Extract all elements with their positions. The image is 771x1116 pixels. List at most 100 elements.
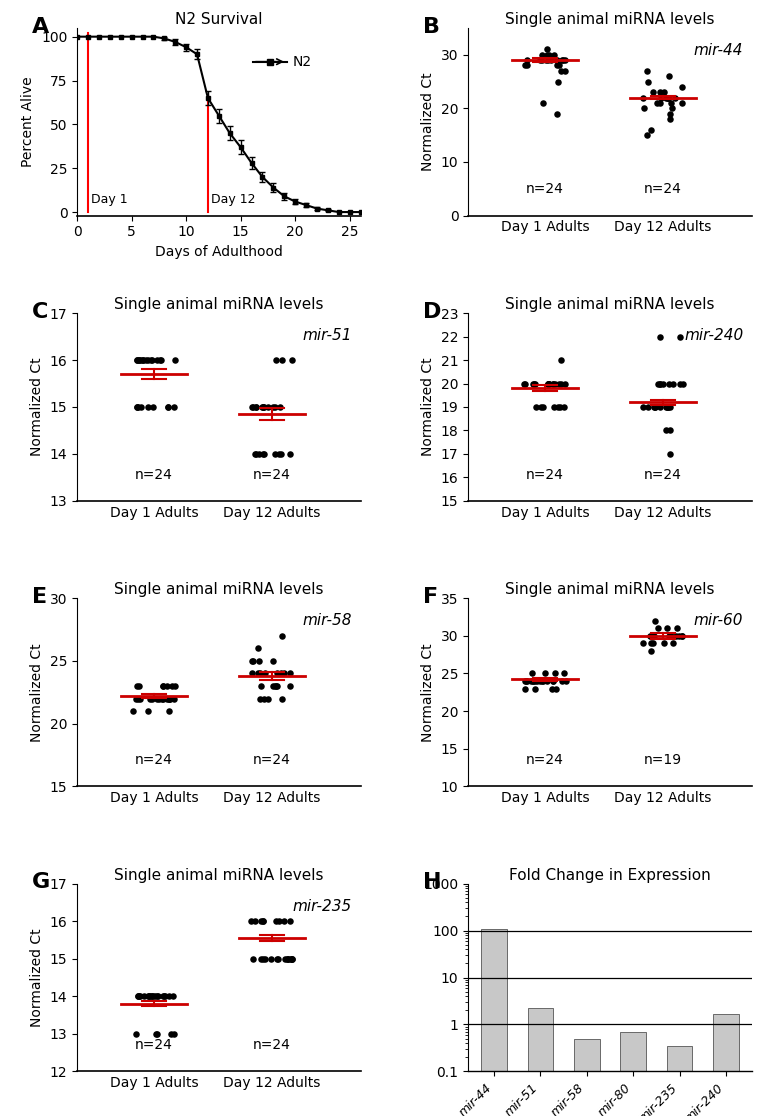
Point xyxy=(127,702,140,720)
Point xyxy=(167,1024,180,1042)
Point xyxy=(518,680,530,698)
Y-axis label: Normalized Ct: Normalized Ct xyxy=(30,358,44,456)
Point xyxy=(549,375,561,393)
Point xyxy=(257,445,269,463)
Text: mir-60: mir-60 xyxy=(694,614,743,628)
Point xyxy=(275,445,288,463)
Point xyxy=(130,690,142,708)
Point xyxy=(661,619,673,637)
Point xyxy=(521,57,534,75)
Text: mir-51: mir-51 xyxy=(302,328,352,344)
Point xyxy=(547,672,559,690)
Point xyxy=(651,94,663,112)
Point xyxy=(166,677,178,695)
Point xyxy=(662,88,675,106)
Point xyxy=(520,672,533,690)
Text: mir-240: mir-240 xyxy=(684,328,743,344)
Text: n=24: n=24 xyxy=(526,182,564,196)
Point xyxy=(254,950,267,968)
Title: Single animal miRNA levels: Single animal miRNA levels xyxy=(505,297,715,312)
Title: N2 Survival: N2 Survival xyxy=(175,12,263,27)
Text: D: D xyxy=(423,302,441,321)
Point xyxy=(657,375,669,393)
Point xyxy=(150,988,163,1006)
Point xyxy=(548,46,561,64)
Point xyxy=(284,677,297,695)
Point xyxy=(537,672,549,690)
Point xyxy=(270,912,282,930)
Point xyxy=(655,94,667,112)
Point xyxy=(167,988,179,1006)
Title: Single animal miRNA levels: Single animal miRNA levels xyxy=(114,297,324,312)
Point xyxy=(249,912,261,930)
Point xyxy=(254,690,266,708)
Point xyxy=(661,398,673,416)
Point xyxy=(157,988,170,1006)
Point xyxy=(269,445,281,463)
Point xyxy=(542,375,554,393)
Text: Day 12: Day 12 xyxy=(211,193,256,206)
Point xyxy=(662,398,675,416)
Point xyxy=(662,398,674,416)
Point xyxy=(665,627,677,645)
Point xyxy=(556,672,568,690)
Point xyxy=(551,73,564,90)
Point xyxy=(281,950,294,968)
Y-axis label: Normalized Ct: Normalized Ct xyxy=(30,929,44,1027)
Point xyxy=(555,375,567,393)
Point xyxy=(143,988,155,1006)
Point xyxy=(545,51,557,69)
Point xyxy=(273,445,285,463)
Point xyxy=(267,652,279,670)
Point xyxy=(547,672,560,690)
Bar xyxy=(667,1046,692,1116)
Text: A: A xyxy=(32,17,49,37)
Point xyxy=(151,1024,163,1042)
Point xyxy=(146,398,159,416)
Point xyxy=(149,988,161,1006)
Point xyxy=(274,664,287,682)
Point xyxy=(245,652,258,670)
Point xyxy=(137,352,150,369)
Point xyxy=(163,690,176,708)
Bar xyxy=(713,1013,739,1116)
Point xyxy=(163,690,175,708)
Text: N2: N2 xyxy=(292,55,311,69)
Point xyxy=(658,635,670,653)
Point xyxy=(645,121,657,138)
Point xyxy=(520,672,533,690)
Point xyxy=(537,398,549,416)
Point xyxy=(157,677,169,695)
Text: n=24: n=24 xyxy=(645,182,682,196)
Text: C: C xyxy=(32,302,48,321)
Point xyxy=(143,988,156,1006)
Point xyxy=(648,398,661,416)
Point xyxy=(142,702,154,720)
Point xyxy=(527,672,540,690)
Point xyxy=(252,639,264,657)
Point xyxy=(559,61,571,79)
Point xyxy=(257,398,269,416)
Point xyxy=(142,352,154,369)
Point xyxy=(276,352,288,369)
Point xyxy=(648,627,660,645)
Point xyxy=(259,664,271,682)
Point xyxy=(286,352,298,369)
Point xyxy=(541,40,554,58)
Point xyxy=(676,627,689,645)
Point xyxy=(558,398,571,416)
Bar xyxy=(574,1039,600,1116)
Point xyxy=(534,398,547,416)
Point xyxy=(551,51,564,69)
Point xyxy=(133,352,146,369)
Point xyxy=(663,445,675,463)
Point xyxy=(550,57,563,75)
Title: Single animal miRNA levels: Single animal miRNA levels xyxy=(114,583,324,597)
Point xyxy=(662,88,674,106)
Point xyxy=(282,950,295,968)
Point xyxy=(269,677,281,695)
Point xyxy=(161,398,173,416)
Point xyxy=(285,950,298,968)
Point xyxy=(553,375,565,393)
Point xyxy=(258,398,271,416)
